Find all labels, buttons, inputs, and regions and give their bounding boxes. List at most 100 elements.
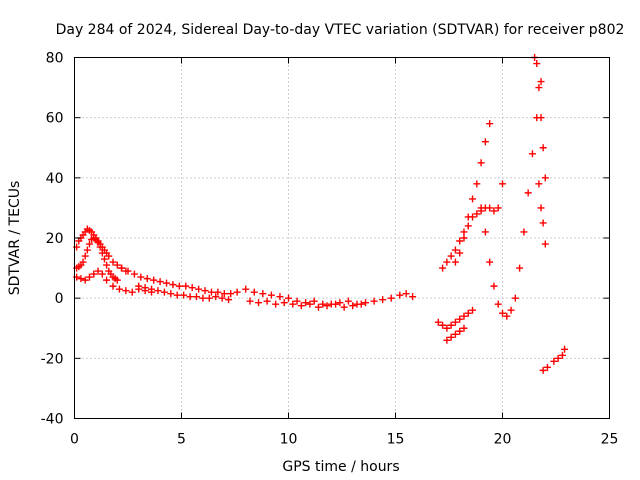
data-point [233,288,241,296]
data-point [443,324,451,332]
data-point [336,299,344,307]
data-point [85,240,93,248]
data-point [396,291,404,299]
data-point [469,213,477,221]
y-tick-label: -40 [41,412,64,428]
data-point [113,276,121,284]
data-point [349,302,357,310]
data-point [94,267,102,275]
data-point [499,180,506,188]
data-point [285,294,292,302]
data-point [115,285,123,293]
data-point [451,246,459,254]
data-point [554,354,562,362]
data-point [486,120,494,128]
data-point [486,258,494,266]
data-point [362,299,370,307]
series-arc-late-negative [434,306,477,332]
data-point [212,293,220,301]
data-point [439,321,447,329]
series-arc-night [539,345,569,374]
data-point [156,278,164,286]
data-point [207,288,215,296]
data-point [473,210,481,218]
data-point [141,284,149,292]
data-point [188,284,196,292]
data-point [130,270,138,278]
data-point [98,249,106,257]
data-points [73,54,569,374]
series-arc-evening-dip [477,78,545,320]
data-point [105,252,113,260]
data-point [537,204,545,212]
data-point [246,297,254,305]
data-point [259,290,267,298]
data-point [163,279,171,287]
data-point [302,299,310,307]
data-point [255,299,263,307]
data-point [520,228,528,236]
data-point [439,264,447,272]
data-point [456,327,464,335]
data-point [558,351,566,359]
data-point [434,318,442,326]
data-point [340,303,348,311]
data-point [280,299,288,307]
y-tick-label: 80 [46,51,64,67]
data-point [486,204,494,212]
data-point [118,264,126,272]
data-point [451,258,459,266]
data-point [541,240,549,248]
series-arc-early-loop [73,234,121,284]
data-point [550,357,558,365]
y-tick-label: -20 [41,351,64,367]
data-point [541,174,549,182]
data-point [494,204,502,212]
data-point [81,276,89,284]
data-point [456,237,464,245]
data-point [481,138,489,146]
data-point [148,285,156,293]
data-point [220,290,228,298]
data-point [173,291,181,299]
data-point [227,290,235,298]
data-point [293,297,301,305]
data-point [481,228,489,236]
series-arc-early-low [73,267,156,296]
data-point [456,249,464,257]
data-point [195,285,203,293]
data-point [150,276,158,284]
data-point [205,294,213,302]
grid [74,57,610,419]
data-point [539,144,547,152]
data-point [192,293,200,301]
data-point [460,228,468,236]
data-point [494,300,502,308]
series-arc-late-tail [535,180,549,248]
data-point [122,287,130,295]
y-tick-labels: -40 -20 0 20 40 60 80 [41,51,64,428]
data-point [272,300,280,308]
data-point [464,309,472,317]
data-point [103,276,111,284]
data-point [182,282,190,290]
data-point [225,296,233,304]
x-tick-label: 15 [387,432,405,448]
data-point [537,114,545,122]
data-point [154,287,162,295]
data-point [124,267,132,275]
data-point [109,258,117,266]
data-point [537,78,545,86]
series-arc-evening-rise [439,120,494,272]
data-point [98,270,106,278]
data-point [94,239,102,247]
data-point [447,321,455,329]
data-point [561,345,569,353]
x-tick-label: 20 [494,432,512,448]
data-point [447,252,455,260]
data-point [218,294,226,302]
data-point [516,264,524,272]
data-point [180,291,188,299]
data-point [201,287,209,295]
series-arc-late-negative-2 [443,324,468,344]
